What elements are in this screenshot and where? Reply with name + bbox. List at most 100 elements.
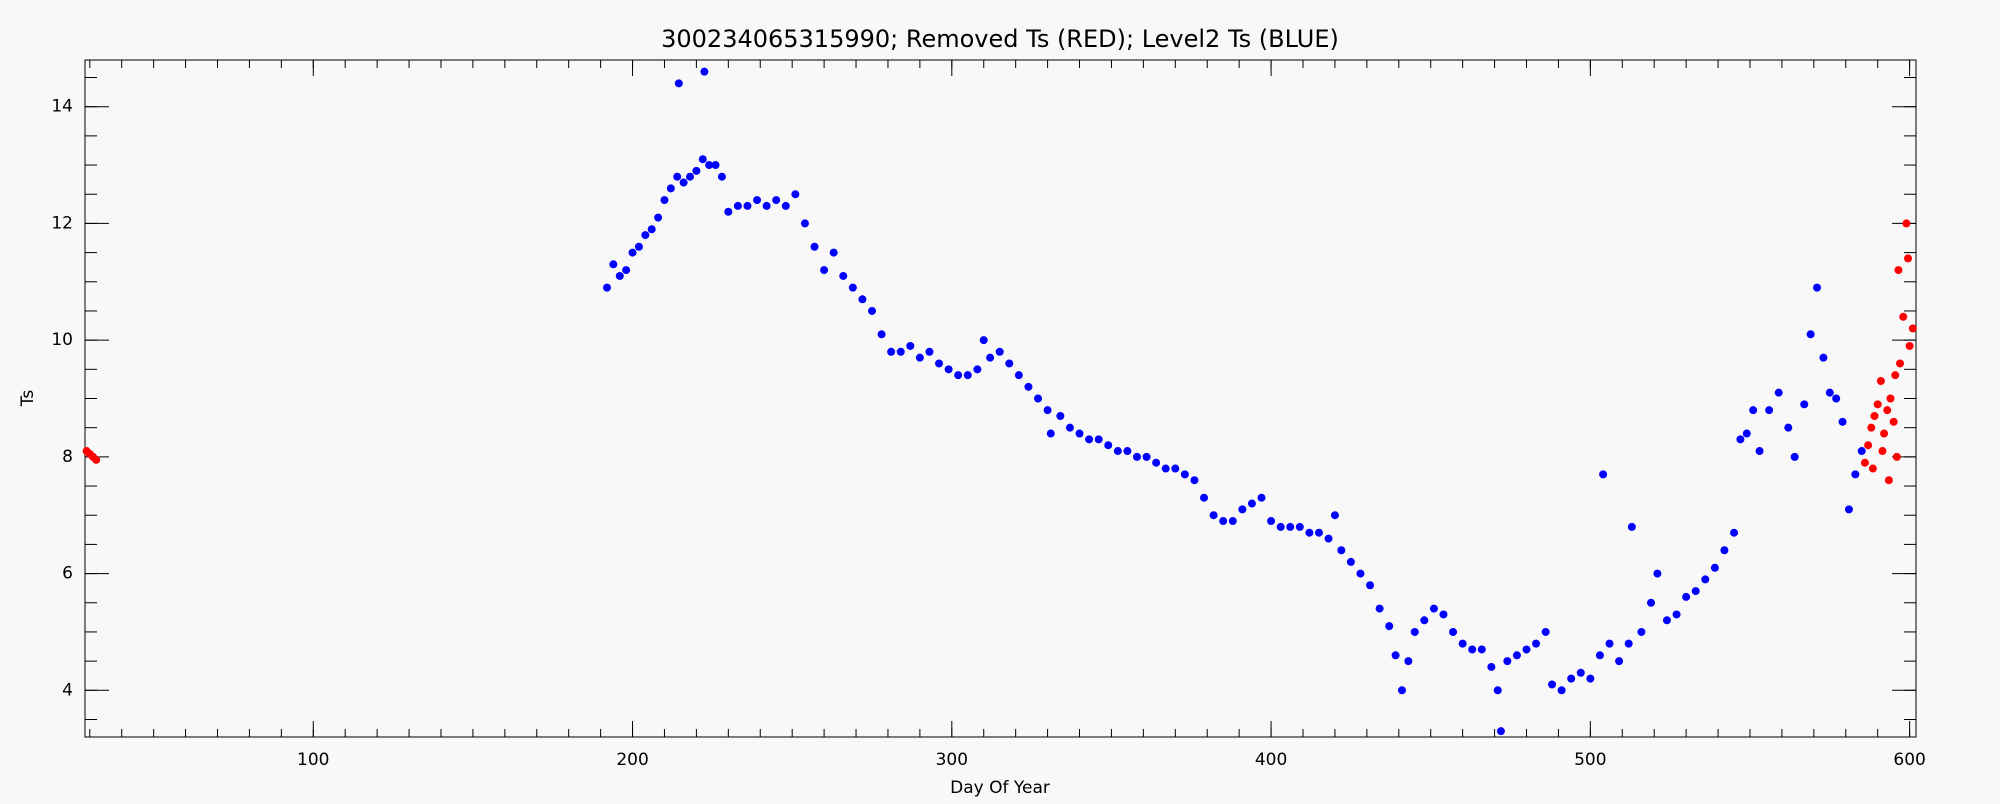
- data-point: [1889, 417, 1898, 426]
- data-point: [1800, 400, 1809, 409]
- data-point: [1838, 417, 1847, 426]
- data-point: [1710, 563, 1719, 572]
- data-point: [906, 341, 915, 350]
- x-tick-label: 400: [1255, 750, 1287, 770]
- y-tick-label: 10: [51, 330, 73, 350]
- data-point: [686, 172, 695, 181]
- data-point: [1891, 371, 1900, 380]
- data-point: [1449, 627, 1458, 636]
- data-point: [1228, 517, 1237, 526]
- data-point: [92, 455, 101, 464]
- data-point: [711, 161, 720, 170]
- data-point: [1468, 645, 1477, 654]
- data-point: [1878, 447, 1887, 456]
- data-point: [634, 242, 643, 251]
- data-point: [1548, 680, 1557, 689]
- data-point: [1171, 464, 1180, 473]
- data-point: [1624, 639, 1633, 648]
- data-point: [954, 371, 963, 380]
- data-point: [1512, 651, 1521, 660]
- data-point: [679, 178, 688, 187]
- data-point: [1190, 476, 1199, 485]
- data-point: [1209, 511, 1218, 520]
- data-point: [1867, 423, 1876, 432]
- data-point: [753, 196, 762, 205]
- data-point: [1844, 505, 1853, 514]
- data-point: [1567, 674, 1576, 683]
- data-point: [700, 67, 709, 76]
- data-point: [772, 196, 781, 205]
- data-point: [791, 190, 800, 199]
- data-point: [647, 225, 656, 234]
- x-tick-label: 200: [616, 750, 648, 770]
- data-point: [1410, 627, 1419, 636]
- data-point: [1819, 353, 1828, 362]
- data-point: [1720, 546, 1729, 555]
- data-point: [743, 201, 752, 210]
- data-point: [1857, 447, 1866, 456]
- chart-title: 300234065315990; Removed Ts (RED); Level…: [661, 25, 1339, 53]
- y-tick-label: 6: [62, 564, 73, 584]
- data-point: [1337, 546, 1346, 555]
- data-point: [1886, 394, 1895, 403]
- data-point: [1330, 511, 1339, 520]
- data-point: [628, 248, 637, 257]
- data-point: [1180, 470, 1189, 479]
- data-point: [1873, 400, 1882, 409]
- data-point: [1247, 499, 1256, 508]
- data-point: [1305, 528, 1314, 537]
- data-point: [1219, 517, 1228, 526]
- data-point: [887, 347, 896, 356]
- data-point: [877, 330, 886, 339]
- data-point: [1404, 657, 1413, 666]
- data-point: [858, 295, 867, 304]
- data-point: [1832, 394, 1841, 403]
- data-point: [1637, 627, 1646, 636]
- data-point: [1765, 406, 1774, 415]
- data-point: [603, 283, 612, 292]
- data-point: [1366, 581, 1375, 590]
- data-point: [1557, 686, 1566, 695]
- data-point: [1576, 668, 1585, 677]
- data-point: [692, 166, 701, 175]
- data-point: [1851, 470, 1860, 479]
- data-point: [1113, 447, 1122, 456]
- data-point: [1790, 452, 1799, 461]
- data-point: [1014, 371, 1023, 380]
- data-point: [1046, 429, 1055, 438]
- data-point: [1806, 330, 1815, 339]
- y-tick-label: 12: [51, 213, 73, 233]
- data-point: [839, 271, 848, 280]
- data-point: [1375, 604, 1384, 613]
- data-point: [1749, 406, 1758, 415]
- data-point: [1085, 435, 1094, 444]
- data-point: [1477, 645, 1486, 654]
- data-point: [705, 161, 714, 170]
- data-point: [1267, 517, 1276, 526]
- data-point: [1346, 557, 1355, 566]
- y-tick-label: 8: [62, 447, 73, 467]
- data-point: [1813, 283, 1822, 292]
- data-point: [1691, 587, 1700, 596]
- data-point: [1884, 476, 1893, 485]
- x-tick-label: 300: [936, 750, 968, 770]
- data-point: [1314, 528, 1323, 537]
- data-point: [1892, 452, 1901, 461]
- data-point: [1736, 435, 1745, 444]
- data-point: [1883, 406, 1892, 415]
- data-point: [1742, 429, 1751, 438]
- data-point: [915, 353, 924, 362]
- data-point: [1627, 522, 1636, 531]
- y-tick-label: 14: [51, 97, 73, 117]
- data-point: [1902, 219, 1911, 228]
- data-point: [1586, 674, 1595, 683]
- data-point: [800, 219, 809, 228]
- data-point: [673, 172, 682, 181]
- data-point: [810, 242, 819, 251]
- data-point: [1503, 657, 1512, 666]
- data-point: [820, 266, 829, 275]
- data-point: [1755, 447, 1764, 456]
- data-point: [1496, 727, 1505, 736]
